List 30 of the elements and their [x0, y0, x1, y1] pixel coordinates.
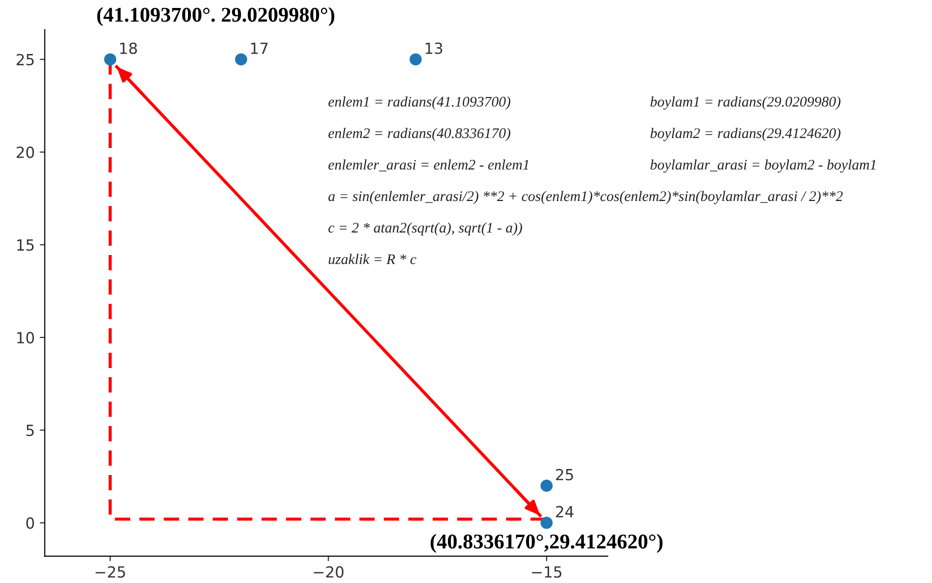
annotation: 25 — [556, 468, 574, 480]
annotation: (40.8336170°,29.4124620°) — [430, 534, 662, 553]
annotation: (41.1093700°. 29.0209980°) — [97, 7, 334, 26]
x-tick-label: −15 — [532, 566, 562, 578]
annotation: enlem2 = radians(40.8336170) — [328, 128, 510, 142]
annotation: enlemler_arasi = enlem2 - enlem1 — [328, 159, 528, 172]
y-tick-label: 10 — [17, 332, 34, 344]
annotation: 24 — [556, 506, 574, 518]
point — [540, 480, 553, 492]
text: boylam1 = radians(29.0209980) — [650, 96, 840, 110]
y-tick-label: 15 — [17, 239, 34, 251]
point — [540, 516, 553, 529]
x-tick-label: −25 — [96, 566, 125, 578]
point — [410, 53, 422, 66]
text: boylam2 = radians(29.4124620) — [650, 128, 840, 142]
text: boylamlar_arasi = boylam2 - boylam1 — [650, 159, 876, 173]
annotation: a = sin(enlemler_arasi/2) **2 + cos(enlem1)*cos(enlem2)*sin(boylamlar_arasi / 2)**2 — [328, 190, 843, 204]
point — [104, 53, 116, 66]
annotation: 17 — [251, 42, 268, 54]
annotation: c = 2 * atan2(sqrt(a), sqrt(1 - a)) — [328, 222, 522, 236]
x-tick-label: −20 — [314, 566, 344, 578]
annotation: 13 — [426, 42, 442, 54]
annotation: 18 — [120, 42, 137, 54]
y-tick-label: 0 — [26, 517, 34, 529]
y-tick-label: 20 — [16, 146, 34, 158]
annotation: enlem1 = radians(41.1093700) — [328, 96, 510, 110]
point — [235, 53, 248, 66]
y-tick-label: 5 — [26, 424, 34, 436]
y-tick-label: 25 — [16, 54, 34, 66]
annotation: uzaklik = R * c — [328, 254, 416, 264]
